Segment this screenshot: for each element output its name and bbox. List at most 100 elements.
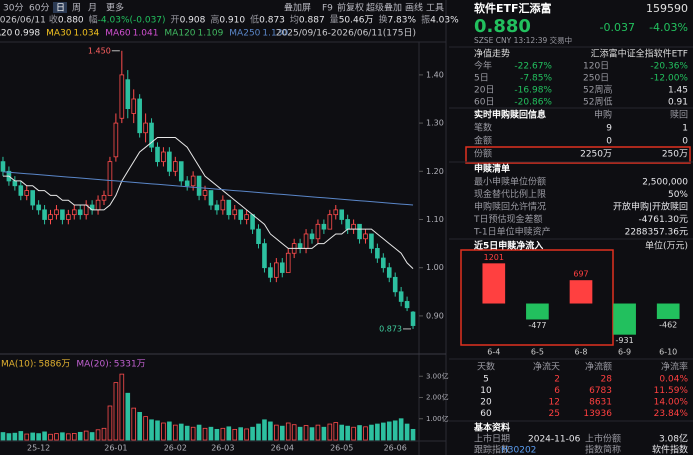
tool-button[interactable]: 超级叠加	[366, 2, 402, 14]
label: 收	[49, 14, 58, 26]
candle-body	[190, 175, 196, 187]
value-label: -931	[616, 336, 634, 345]
label: 振	[421, 14, 430, 26]
table-cell: 28	[601, 375, 613, 385]
volume-bar	[101, 427, 107, 441]
volume-bar	[321, 426, 327, 441]
candle-body	[77, 209, 83, 216]
volume-bar	[12, 432, 18, 441]
y-tick-label: 1.00亿	[426, 414, 449, 423]
candle-body	[143, 122, 148, 134]
candle-body	[42, 209, 47, 220]
period-tab[interactable]: 周	[72, 3, 81, 14]
label: 1.109	[198, 29, 224, 39]
security-info: SZSE CNY 13:12:39 交易中	[474, 35, 572, 45]
volume-bar	[250, 426, 255, 441]
ma-line	[2, 171, 414, 206]
label: -20.86%	[514, 98, 552, 108]
label: 0	[606, 137, 612, 147]
label: 9	[606, 124, 612, 134]
volume-bar	[345, 425, 350, 441]
label: 0	[682, 137, 688, 147]
label: 50.46万	[339, 16, 374, 26]
volume-bar	[315, 424, 321, 441]
table-cell: 23.84%	[654, 409, 689, 419]
candle-body	[339, 209, 345, 220]
candle-body	[131, 98, 137, 114]
candle-body	[250, 214, 255, 230]
label: -16.98%	[514, 86, 552, 96]
candle-body	[184, 180, 190, 187]
label: MA20	[0, 29, 13, 39]
label: 0.887	[299, 16, 325, 26]
candle-body	[71, 209, 77, 216]
period-tab[interactable]: 更多	[106, 2, 124, 14]
candle-body	[48, 214, 53, 220]
period-active	[53, 2, 67, 13]
label[interactable]: H30202	[501, 446, 536, 455]
volume-bar	[327, 423, 333, 441]
label: 5日	[474, 73, 489, 84]
section-title: 实时申购赎回信息	[474, 109, 546, 121]
volume-bar	[54, 433, 59, 441]
y-tick-label: 1.30	[426, 119, 444, 128]
label: 上市份额	[585, 433, 621, 445]
y-tick-label: 3.00亿	[426, 371, 449, 380]
change: -0.037	[600, 21, 635, 34]
volume-bar	[238, 427, 243, 441]
period-tab[interactable]: 60分	[29, 3, 49, 14]
flow-bar	[569, 280, 593, 304]
volume-bar	[279, 425, 285, 441]
candle-body	[410, 311, 416, 326]
tool-button[interactable]: 前复权	[337, 2, 364, 14]
volume-bar	[274, 424, 279, 441]
period-tab[interactable]: 30分	[3, 3, 23, 14]
label: 1.45	[668, 86, 688, 96]
label: 幅	[89, 14, 98, 26]
candle-body	[375, 248, 380, 259]
label: 跟踪指数	[474, 444, 510, 455]
y-tick-label: 1.00	[426, 263, 444, 272]
volume-bar	[36, 433, 41, 441]
volume-bar	[77, 431, 83, 441]
volume-bar	[113, 382, 119, 441]
label: 换	[378, 14, 387, 26]
security-code: 159590	[646, 2, 688, 15]
table-cell: 10	[480, 386, 492, 396]
tool-button[interactable]: 工具	[426, 3, 444, 14]
candle-body	[398, 291, 404, 302]
ma-line	[2, 137, 414, 270]
change-pct: -4.03%	[649, 21, 688, 34]
tool-button[interactable]: 画线	[405, 2, 423, 14]
label: 1.130	[262, 29, 288, 39]
candle-body	[95, 199, 101, 211]
volume-bar	[226, 426, 232, 441]
candle-body	[333, 209, 339, 216]
column-header: 净流额	[585, 361, 612, 373]
tool-button[interactable]: F9	[322, 4, 333, 14]
label: 份额	[474, 148, 492, 160]
label: 3.08亿	[659, 433, 688, 445]
tool-button[interactable]: 叠加屏	[284, 3, 311, 14]
x-tick-label: 6-5	[531, 348, 544, 357]
period-tab[interactable]: 日	[56, 3, 65, 14]
index-name: 汇添富中证全指软件ETF	[591, 48, 688, 60]
period-tab[interactable]: 月	[88, 3, 97, 14]
candle-body	[167, 151, 172, 172]
label: 50%	[668, 190, 688, 200]
label: 笔数	[474, 122, 492, 134]
x-tick-label: 6-4	[487, 348, 500, 357]
candle-body	[36, 204, 41, 211]
candle-body	[125, 79, 131, 110]
label: 250万	[662, 150, 688, 160]
label: MA(20):	[76, 360, 111, 370]
high-label: 1.450	[88, 46, 111, 55]
x-tick-label: 6-10	[659, 348, 677, 357]
candle-body	[256, 228, 261, 244]
volume-bar	[244, 428, 249, 441]
volume-bar	[0, 432, 6, 441]
volume-bar	[303, 425, 309, 441]
table-cell: 20	[480, 398, 492, 408]
value-label: -462	[659, 320, 677, 329]
label: MA250	[229, 29, 260, 39]
